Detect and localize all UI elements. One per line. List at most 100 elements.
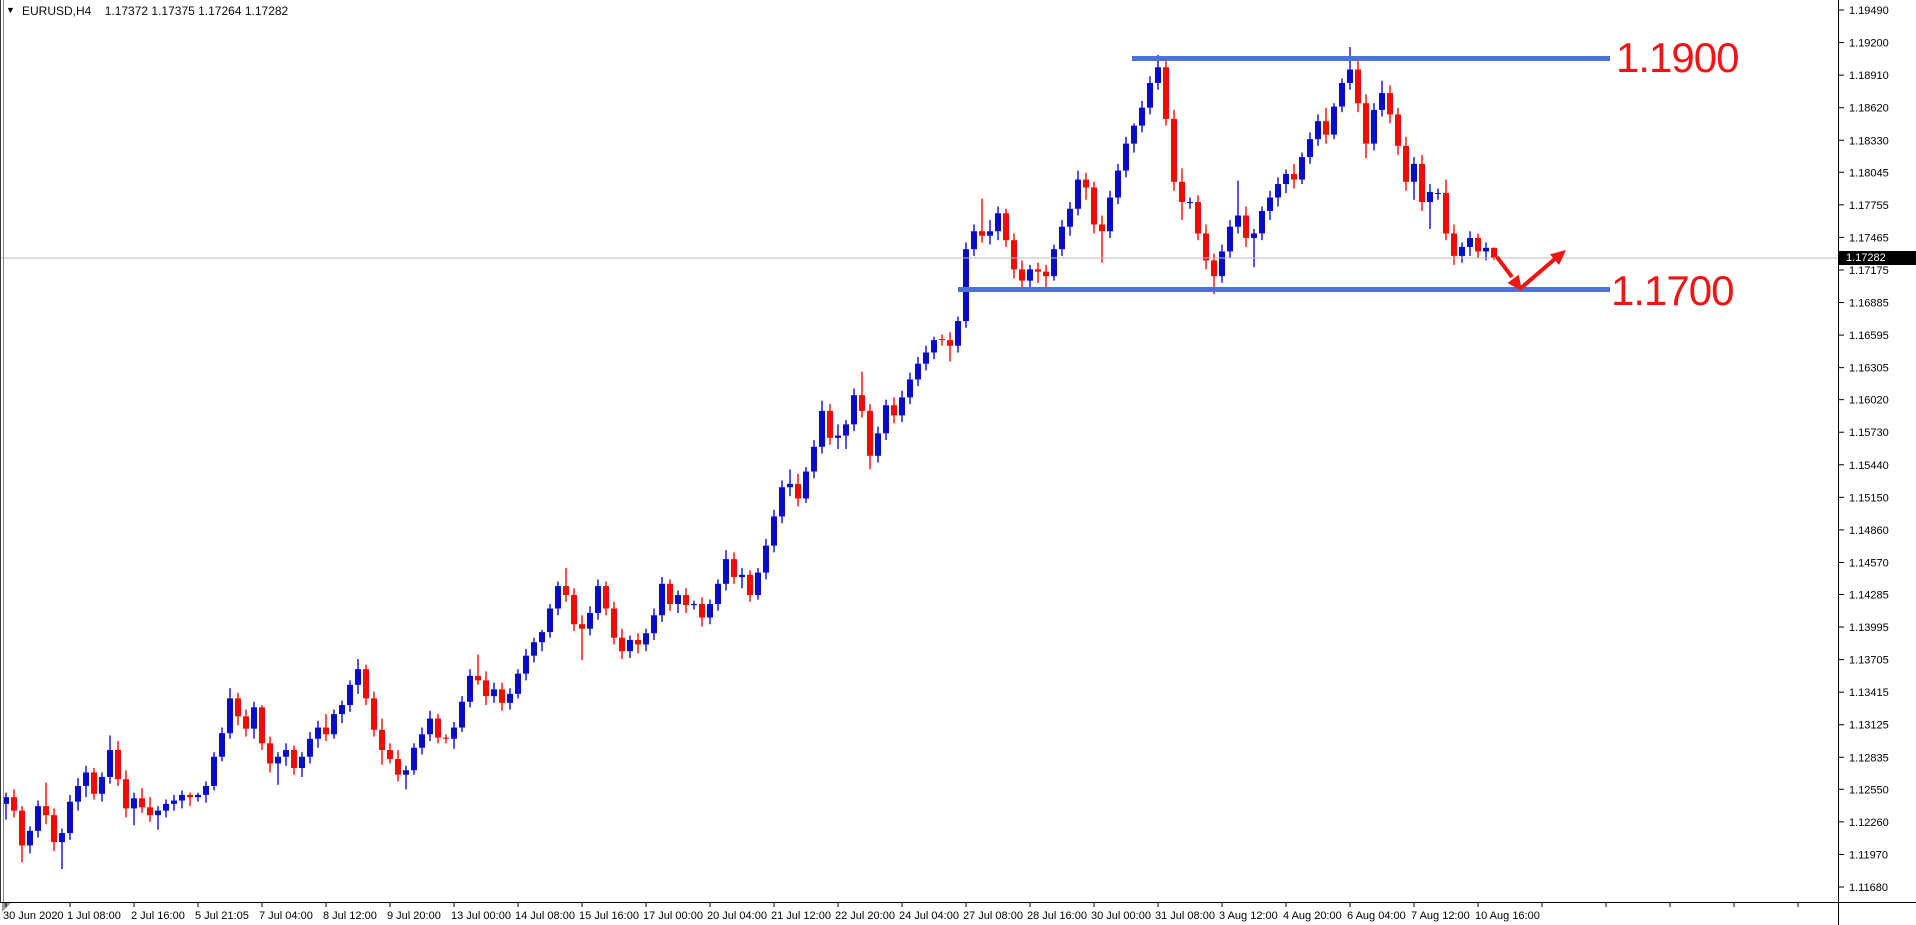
candle-body: [667, 583, 673, 605]
candle-body: [1187, 202, 1193, 204]
candle-body: [1467, 237, 1473, 247]
price-axis-label: 1.18045: [1849, 167, 1889, 179]
time-axis-label: 8 Jul 12:00: [323, 910, 377, 922]
candle-body: [1427, 191, 1433, 203]
candle-body: [1091, 187, 1097, 225]
candle-body: [987, 231, 993, 236]
arrow-down-segment[interactable]: [1495, 255, 1514, 279]
time-axis-label: 31 Jul 08:00: [1155, 910, 1215, 922]
price-axis-label: 1.13125: [1849, 720, 1889, 732]
chart-title: EURUSD,H4 1.17372 1.17375 1.17264 1.1728…: [22, 4, 288, 18]
price-axis-label: 1.11680: [1849, 882, 1888, 894]
candle-body: [867, 410, 873, 456]
candle-body: [83, 772, 89, 786]
candle-body: [1059, 226, 1065, 250]
price-axis-label: 1.17755: [1849, 200, 1889, 212]
price-axis-label: 1.19490: [1849, 5, 1889, 17]
candle-body: [1155, 67, 1161, 83]
candle-body: [211, 756, 217, 786]
candle-body: [1075, 179, 1081, 209]
price-axis-label: 1.13995: [1849, 622, 1889, 634]
candle-body: [539, 632, 545, 643]
price-axis-label: 1.19200: [1849, 38, 1889, 50]
candle-body: [1315, 121, 1321, 140]
time-axis-label: 2 Jul 16:00: [131, 910, 185, 922]
candle-body: [1123, 143, 1129, 171]
candle-body: [923, 352, 929, 364]
candle-body: [795, 483, 801, 499]
candle-body: [1043, 271, 1049, 277]
candle-body: [179, 794, 185, 801]
candle-body: [1395, 114, 1401, 146]
support-line[interactable]: [958, 287, 1610, 292]
time-axis-label: 7 Jul 04:00: [259, 910, 313, 922]
candle-body: [395, 758, 401, 775]
candle-body: [435, 718, 441, 738]
candle-body: [1355, 69, 1361, 104]
candle-body: [1403, 145, 1409, 182]
candle-body: [35, 806, 41, 831]
candle-body: [683, 595, 689, 606]
candle-body: [203, 785, 209, 795]
candle-body: [1435, 193, 1441, 195]
time-axis-label: 30 Jun 2020: [3, 910, 64, 922]
candle-body: [1035, 269, 1041, 272]
candle-body: [1243, 215, 1249, 238]
candle-body: [1107, 197, 1113, 232]
candle-body: [771, 516, 777, 546]
candle-body: [507, 693, 513, 703]
candle-body: [283, 750, 289, 757]
candle-body: [907, 379, 913, 398]
time-axis-label: 30 Jul 00:00: [1091, 910, 1151, 922]
candle-body: [779, 487, 785, 517]
candle-body: [355, 669, 361, 685]
candle-body: [155, 810, 161, 816]
candle-body: [451, 727, 457, 739]
candle-body: [115, 750, 121, 780]
price-axis-label: 1.16305: [1849, 363, 1889, 375]
time-axis-label: 6 Aug 04:00: [1347, 910, 1406, 922]
price-axis-label: 1.17465: [1849, 232, 1889, 244]
candle-body: [707, 604, 713, 618]
resistance-line[interactable]: [1132, 56, 1610, 61]
candle-body: [763, 545, 769, 573]
candle-body: [267, 743, 273, 764]
candle-body: [1083, 179, 1089, 188]
price-axis-label: 1.15440: [1849, 460, 1889, 472]
time-axis-label: 20 Jul 04:00: [707, 910, 767, 922]
time-axis-label: 24 Jul 04:00: [899, 910, 959, 922]
candle-body: [635, 639, 641, 645]
price-axis-label: 1.17175: [1849, 265, 1889, 277]
candle-body: [851, 395, 857, 425]
time-axis-label: 15 Jul 16:00: [579, 910, 639, 922]
candle-body: [19, 810, 25, 846]
candle-body: [1019, 269, 1025, 281]
candle-body: [11, 797, 17, 811]
candle-body: [43, 806, 49, 816]
resistance-level-label[interactable]: 1.1900: [1616, 34, 1739, 81]
arrow-up-segment[interactable]: [1519, 256, 1558, 290]
arrow-down-head[interactable]: [1507, 274, 1522, 291]
candle-body: [1483, 247, 1489, 252]
time-axis-label: 10 Aug 16:00: [1475, 910, 1540, 922]
time-axis-label: 1 Jul 08:00: [67, 910, 121, 922]
time-axis-label: 27 Jul 08:00: [963, 910, 1023, 922]
arrow-up-head[interactable]: [1550, 250, 1566, 266]
candle-body: [1379, 93, 1385, 110]
time-axis-label: 5 Jul 21:05: [195, 910, 249, 922]
candle-body: [811, 446, 817, 472]
candle-body: [555, 586, 561, 609]
candle-body: [1267, 197, 1273, 212]
candle-body: [1347, 69, 1353, 83]
candle-body: [27, 830, 33, 846]
candle-body: [603, 586, 609, 609]
candle-body: [1291, 173, 1297, 180]
symbol-dropdown-icon[interactable]: ▼: [6, 5, 15, 15]
support-level-label[interactable]: 1.1700: [1611, 267, 1734, 314]
time-axis-label: 13 Jul 00:00: [451, 910, 511, 922]
candle-body: [1331, 106, 1337, 135]
time-axis-label: 17 Jul 00:00: [643, 910, 703, 922]
candle-body: [307, 738, 313, 757]
candle-body: [691, 604, 697, 606]
